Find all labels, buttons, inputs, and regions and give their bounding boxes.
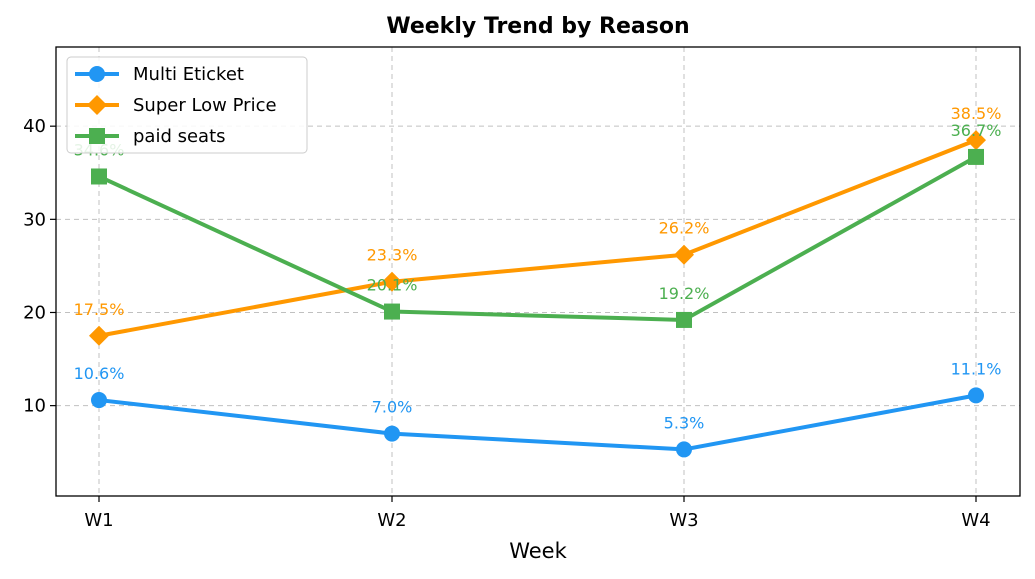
data-point-paid-seats [384, 303, 400, 320]
series-layer [89, 130, 986, 458]
legend-label-super-low-price: Super Low Price [133, 95, 277, 116]
data-label-multi-eticket: 7.0% [372, 398, 413, 417]
data-label-multi-eticket: 5.3% [664, 413, 705, 432]
legend-marker-multi-eticket [89, 66, 105, 82]
x-tick-label: W3 [669, 510, 698, 531]
y-axis: 10 20 30 40 [23, 116, 56, 417]
x-axis-label: Week [509, 539, 567, 563]
legend-label-paid-seats: paid seats [133, 126, 226, 147]
x-tick-label: W2 [377, 510, 406, 531]
chart-title: Weekly Trend by Reason [386, 14, 689, 39]
series-line-multi-eticket [97, 393, 978, 452]
x-tick-label: W4 [961, 510, 990, 531]
data-label-super-low-price: 23.3% [367, 246, 418, 265]
data-label-paid-seats: 20.1% [367, 276, 418, 295]
data-label-super-low-price: 38.5% [951, 104, 1002, 123]
series-line-super-low-price [97, 138, 978, 338]
x-axis: W1 W2 W3 W4 [84, 496, 991, 531]
data-point-super-low-price [382, 271, 402, 292]
y-tick-label: 40 [23, 116, 46, 137]
y-tick-label: 10 [23, 396, 46, 417]
data-label-multi-eticket: 10.6% [74, 364, 125, 383]
legend: Multi Eticket Super Low Price paid seats [66, 56, 308, 154]
legend-marker-paid-seats [89, 128, 105, 144]
data-point-paid-seats [91, 168, 107, 185]
data-point-super-low-price [674, 244, 694, 265]
legend-box [66, 56, 308, 154]
legend-label-multi-eticket: Multi Eticket [133, 64, 244, 85]
series-multi-eticket [91, 387, 984, 458]
data-label-paid-seats: 19.2% [659, 284, 710, 303]
data-point-paid-seats [968, 148, 984, 165]
x-tick-label: W1 [84, 510, 113, 531]
series-line-paid-seats [97, 154, 978, 322]
plot-area-frame [55, 46, 1021, 497]
data-label-multi-eticket: 11.1% [951, 359, 1002, 378]
data-point-paid-seats [676, 311, 692, 328]
data-point-super-low-price [89, 325, 109, 346]
grid [56, 47, 1020, 496]
data-point-multi-eticket [384, 425, 400, 442]
y-tick-label: 30 [23, 209, 46, 230]
data-labels: 10.6%7.0%5.3%11.1%17.5%23.3%26.2%38.5%34… [74, 104, 1002, 432]
data-point-super-low-price [966, 130, 986, 151]
data-label-paid-seats: 36.7% [951, 121, 1002, 140]
series-paid-seats [91, 148, 984, 328]
data-label-super-low-price: 26.2% [659, 219, 710, 238]
data-point-multi-eticket [968, 387, 984, 404]
series-super-low-price [89, 130, 986, 346]
data-label-super-low-price: 17.5% [74, 300, 125, 319]
data-point-multi-eticket [676, 441, 692, 458]
y-tick-label: 20 [23, 302, 46, 323]
data-point-multi-eticket [91, 392, 107, 409]
legend-marker-super-low-price [87, 95, 107, 115]
